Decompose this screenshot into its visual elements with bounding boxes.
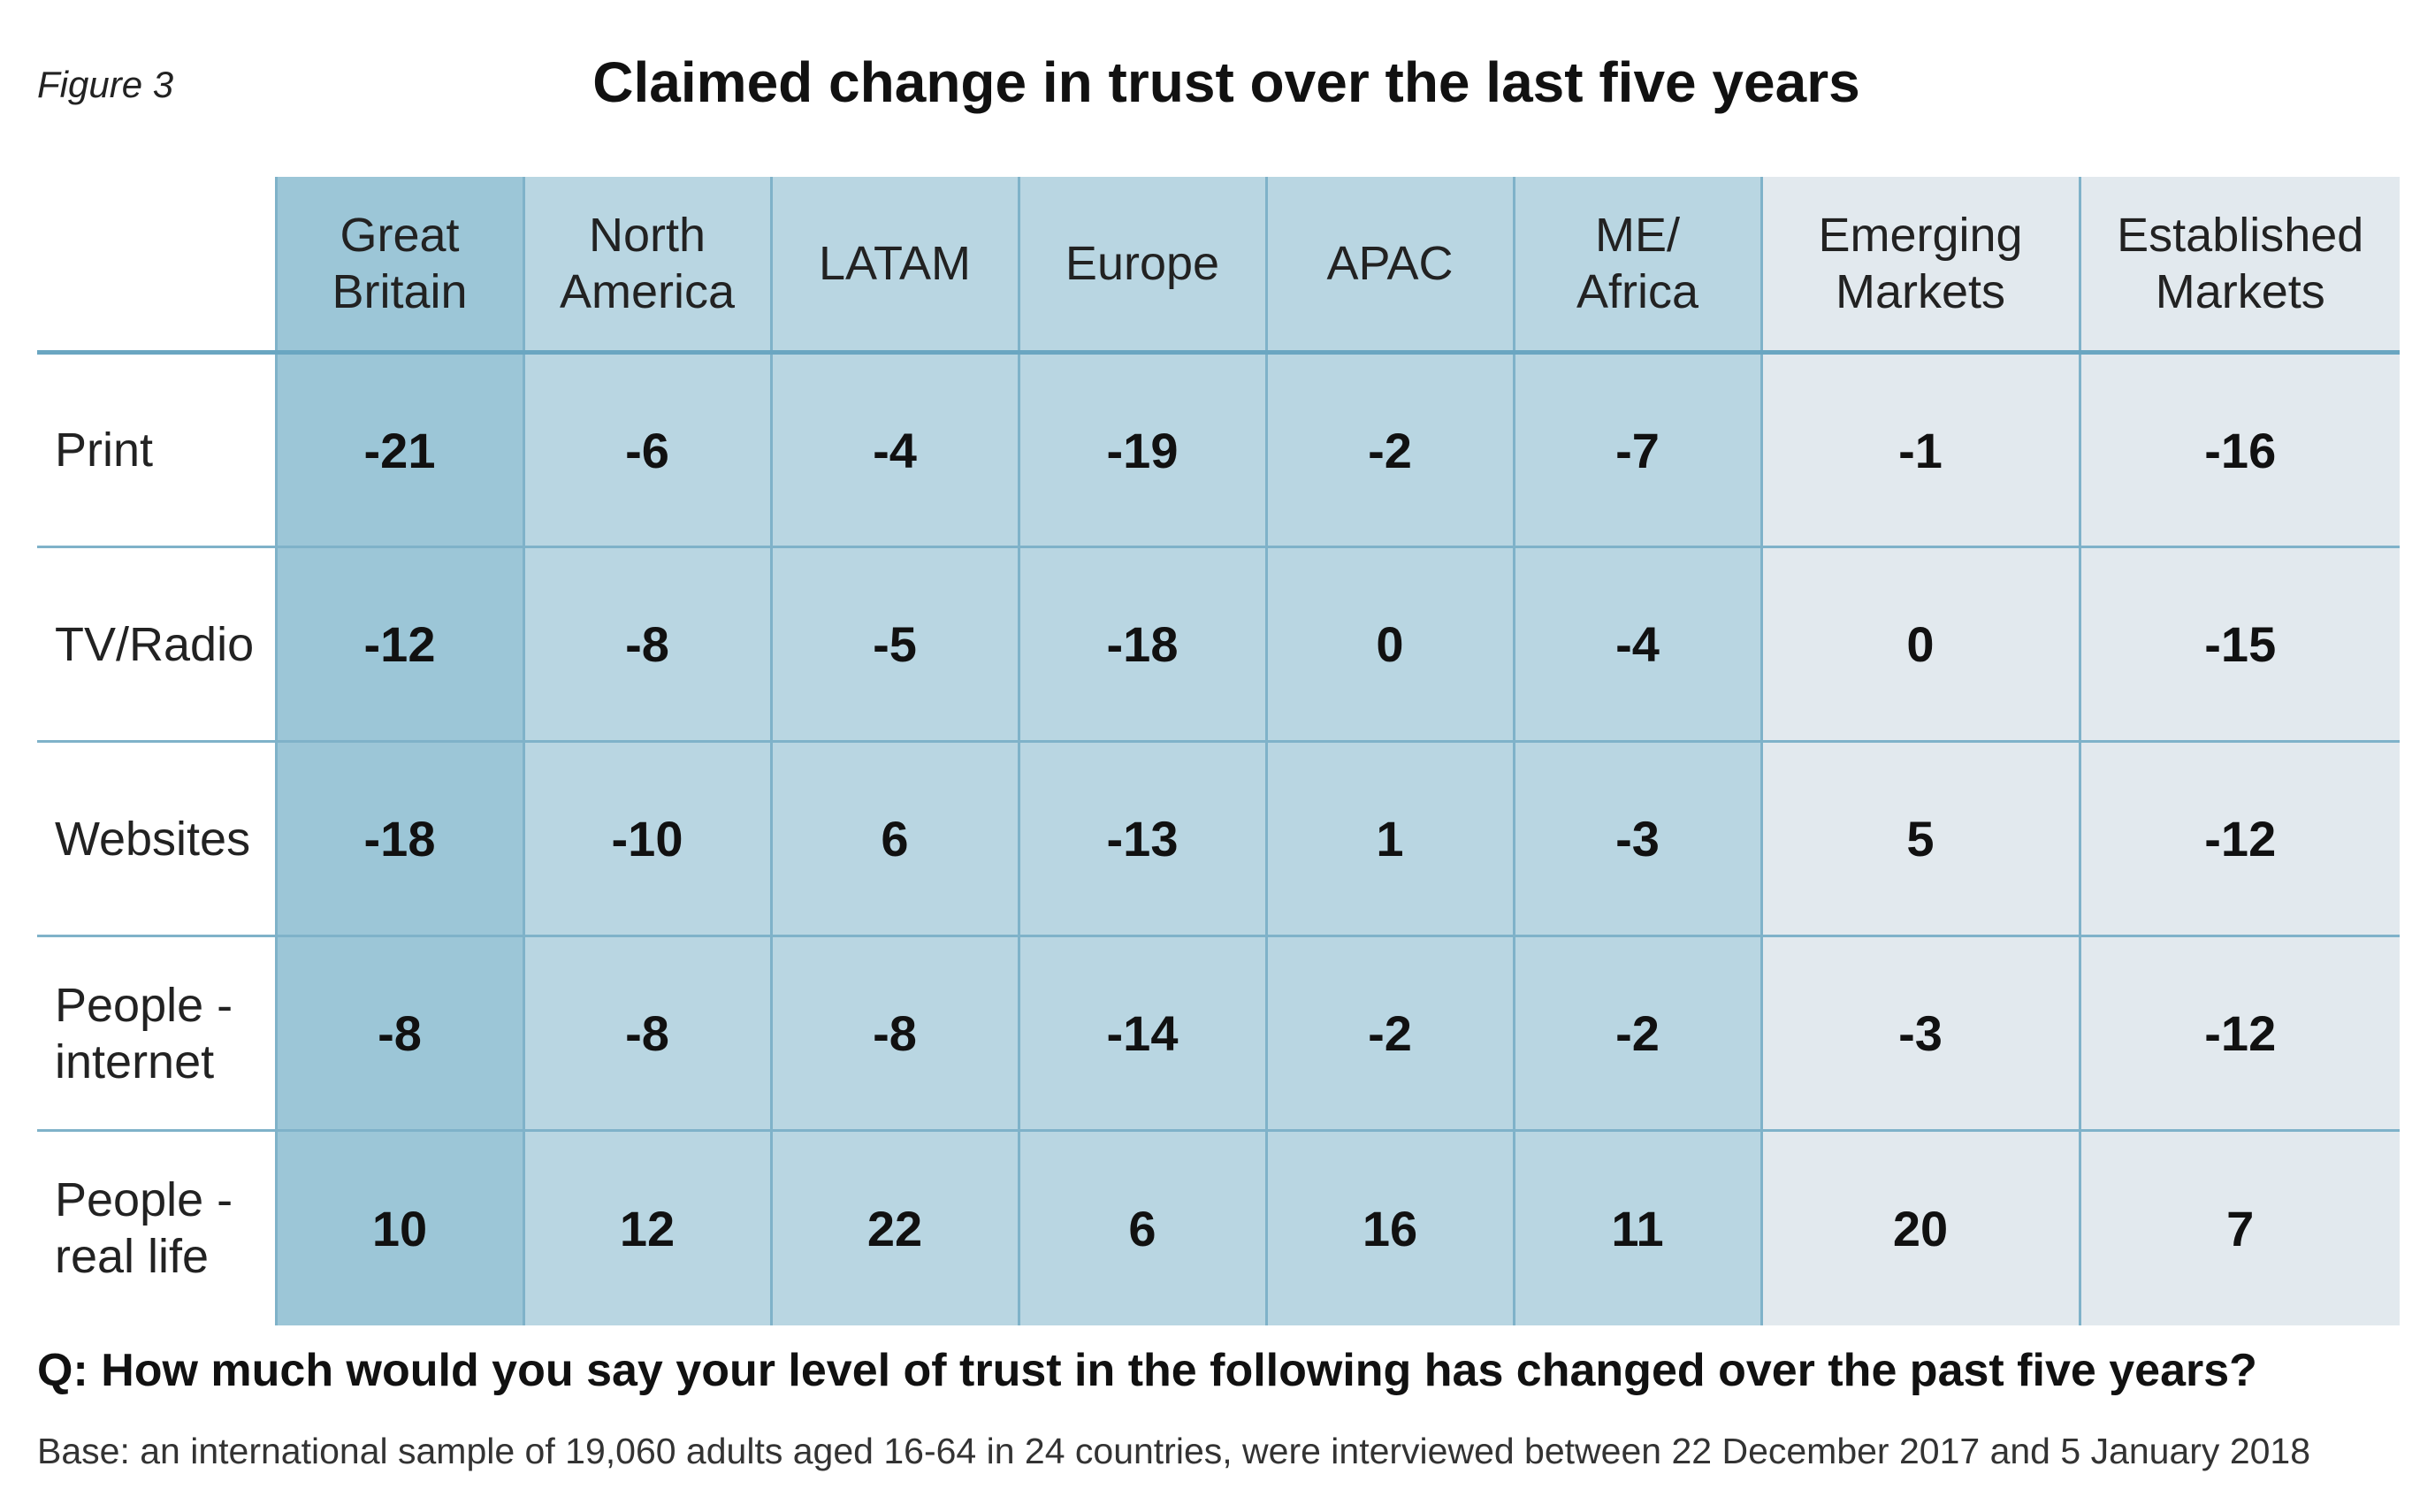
- column-header-line: LATAM: [818, 237, 972, 290]
- value-cell: -4: [769, 352, 1019, 547]
- value-cell: -8: [522, 546, 771, 742]
- value-cell: -7: [1512, 352, 1761, 547]
- row-label-line: real life: [55, 1230, 210, 1284]
- value-cell: -3: [1759, 935, 2080, 1131]
- column-header-great-britain: Great Britain: [274, 177, 523, 355]
- column-header-line: Markets: [1835, 265, 2006, 318]
- value-cell: 6: [1017, 1129, 1266, 1325]
- value-cell: -8: [274, 935, 523, 1131]
- value-cell: -13: [1017, 740, 1266, 936]
- row-label: Websites: [37, 740, 276, 936]
- trust-change-table: Great Britain North America LATAM Europe APAC M…: [37, 177, 2400, 1325]
- value-cell: -12: [2078, 740, 2400, 936]
- value-cell: 1: [1264, 740, 1514, 936]
- figure-label: Figure 3: [37, 64, 174, 105]
- value-cell: 5: [1759, 740, 2080, 936]
- column-header-latam: LATAM: [769, 177, 1019, 355]
- column-header-established-markets: Established Markets: [2078, 177, 2400, 355]
- chart-title: Claimed change in trust over the last fi…: [592, 50, 1860, 114]
- value-cell: 0: [1759, 546, 2080, 742]
- row-label-line: People -: [55, 1173, 233, 1227]
- column-header-line: Markets: [2155, 265, 2325, 318]
- table-body: Print -21 -6 -4 -19 -2 -7 -1 -16 TV/Radio -12 -8 -5-…: [37, 352, 2400, 1325]
- value-cell: -2: [1264, 352, 1514, 547]
- value-cell: -16: [2078, 352, 2400, 547]
- row-label: TV/Radio: [37, 546, 276, 742]
- column-header-line: Great: [340, 209, 460, 262]
- column-header-line: Emerging: [1818, 209, 2023, 262]
- corner-cell: [37, 177, 276, 355]
- column-header-line: Britain: [332, 265, 468, 318]
- column-header-line: Europe: [1065, 237, 1220, 290]
- value-cell: -14: [1017, 935, 1266, 1131]
- value-cell: 16: [1264, 1129, 1514, 1325]
- value-cell: -2: [1512, 935, 1761, 1131]
- value-cell: -3: [1512, 740, 1761, 936]
- row-label: Print: [37, 352, 276, 547]
- table-row-print: Print -21 -6 -4 -19 -2 -7 -1 -16: [37, 352, 2400, 547]
- table-row-websites: Websites -18 -10 6 -13 1 -3 5 -12: [37, 740, 2400, 936]
- header-row: Great Britain North America LATAM Europe APAC M…: [37, 177, 2400, 355]
- value-cell: 20: [1759, 1129, 2080, 1325]
- value-cell: -18: [1017, 546, 1266, 742]
- row-label: People - internet: [37, 935, 276, 1131]
- column-header-line: America: [559, 265, 736, 318]
- value-cell: -8: [522, 935, 771, 1131]
- column-header-europe: Europe: [1017, 177, 1266, 355]
- value-cell: -21: [274, 352, 523, 547]
- value-cell: 11: [1512, 1129, 1761, 1325]
- column-header-north-america: North America: [522, 177, 771, 355]
- table-row-people-real-life: People - real life 10 12 22 6 16 11 20 7: [37, 1129, 2400, 1325]
- value-cell: 7: [2078, 1129, 2400, 1325]
- value-cell: -5: [769, 546, 1019, 742]
- value-cell: -10: [522, 740, 771, 936]
- value-cell: -1: [1759, 352, 2080, 547]
- value-cell: 12: [522, 1129, 771, 1325]
- value-cell: -6: [522, 352, 771, 547]
- value-cell: -12: [274, 546, 523, 742]
- value-cell: 22: [769, 1129, 1019, 1325]
- value-cell: -4: [1512, 546, 1761, 742]
- row-label-line: internet: [55, 1035, 215, 1088]
- value-cell: -18: [274, 740, 523, 936]
- value-cell: -15: [2078, 546, 2400, 742]
- base-note: Base: an international sample of 19,060 …: [37, 1431, 2311, 1471]
- value-cell: -2: [1264, 935, 1514, 1131]
- column-header-line: North: [588, 209, 706, 262]
- row-label: People - real life: [37, 1129, 276, 1325]
- value-cell: 6: [769, 740, 1019, 936]
- column-header-line: APAC: [1326, 237, 1454, 290]
- row-label-line: TV/Radio: [55, 617, 255, 671]
- row-label-line: People -: [55, 978, 233, 1032]
- row-label-line: Websites: [55, 812, 251, 866]
- value-cell: -8: [769, 935, 1019, 1131]
- table-row-people-internet: People - internet -8 -8 -8 -14 -2 -2 -3 -12: [37, 935, 2400, 1131]
- table-row-tv-radio: TV/Radio -12 -8 -5 -18 0 -4 0 -15: [37, 546, 2400, 742]
- column-header-apac: APAC: [1264, 177, 1514, 355]
- column-header-emerging-markets: Emerging Markets: [1759, 177, 2080, 355]
- value-cell: -19: [1017, 352, 1266, 547]
- value-cell: 10: [274, 1129, 523, 1325]
- column-header-line: ME/: [1594, 209, 1680, 262]
- survey-question: Q: How much would you say your level of …: [37, 1345, 2257, 1396]
- column-header-line: Africa: [1576, 265, 1699, 318]
- row-label-line: Print: [55, 424, 154, 477]
- value-cell: -12: [2078, 935, 2400, 1131]
- column-header-me-africa: ME/Africa: [1512, 177, 1761, 355]
- value-cell: 0: [1264, 546, 1514, 742]
- column-header-line: Established: [2117, 209, 2364, 262]
